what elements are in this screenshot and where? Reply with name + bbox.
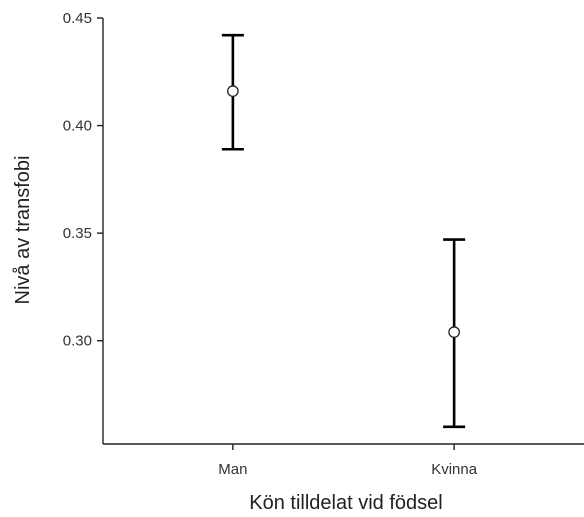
x-axis-title: Kön tilldelat vid födsel: [249, 492, 442, 514]
mean-point-man: [227, 85, 239, 98]
y-tick-label: 0.35: [63, 225, 92, 242]
axes: [102, 18, 584, 445]
x-ticks: Man Kvinna: [218, 444, 478, 478]
x-tick-label: Kvinna: [431, 461, 478, 478]
mean-point-kvinna: [448, 326, 460, 338]
y-ticks: 0.30 0.35 0.40 0.45: [63, 10, 103, 350]
x-tick-label: Man: [218, 461, 247, 478]
y-tick-label: 0.40: [63, 118, 92, 135]
y-tick-label: 0.30: [63, 333, 92, 350]
y-tick-label: 0.45: [63, 10, 92, 27]
marks: [221, 33, 466, 429]
y-axis-title: Nivå av transfobi: [12, 156, 34, 305]
